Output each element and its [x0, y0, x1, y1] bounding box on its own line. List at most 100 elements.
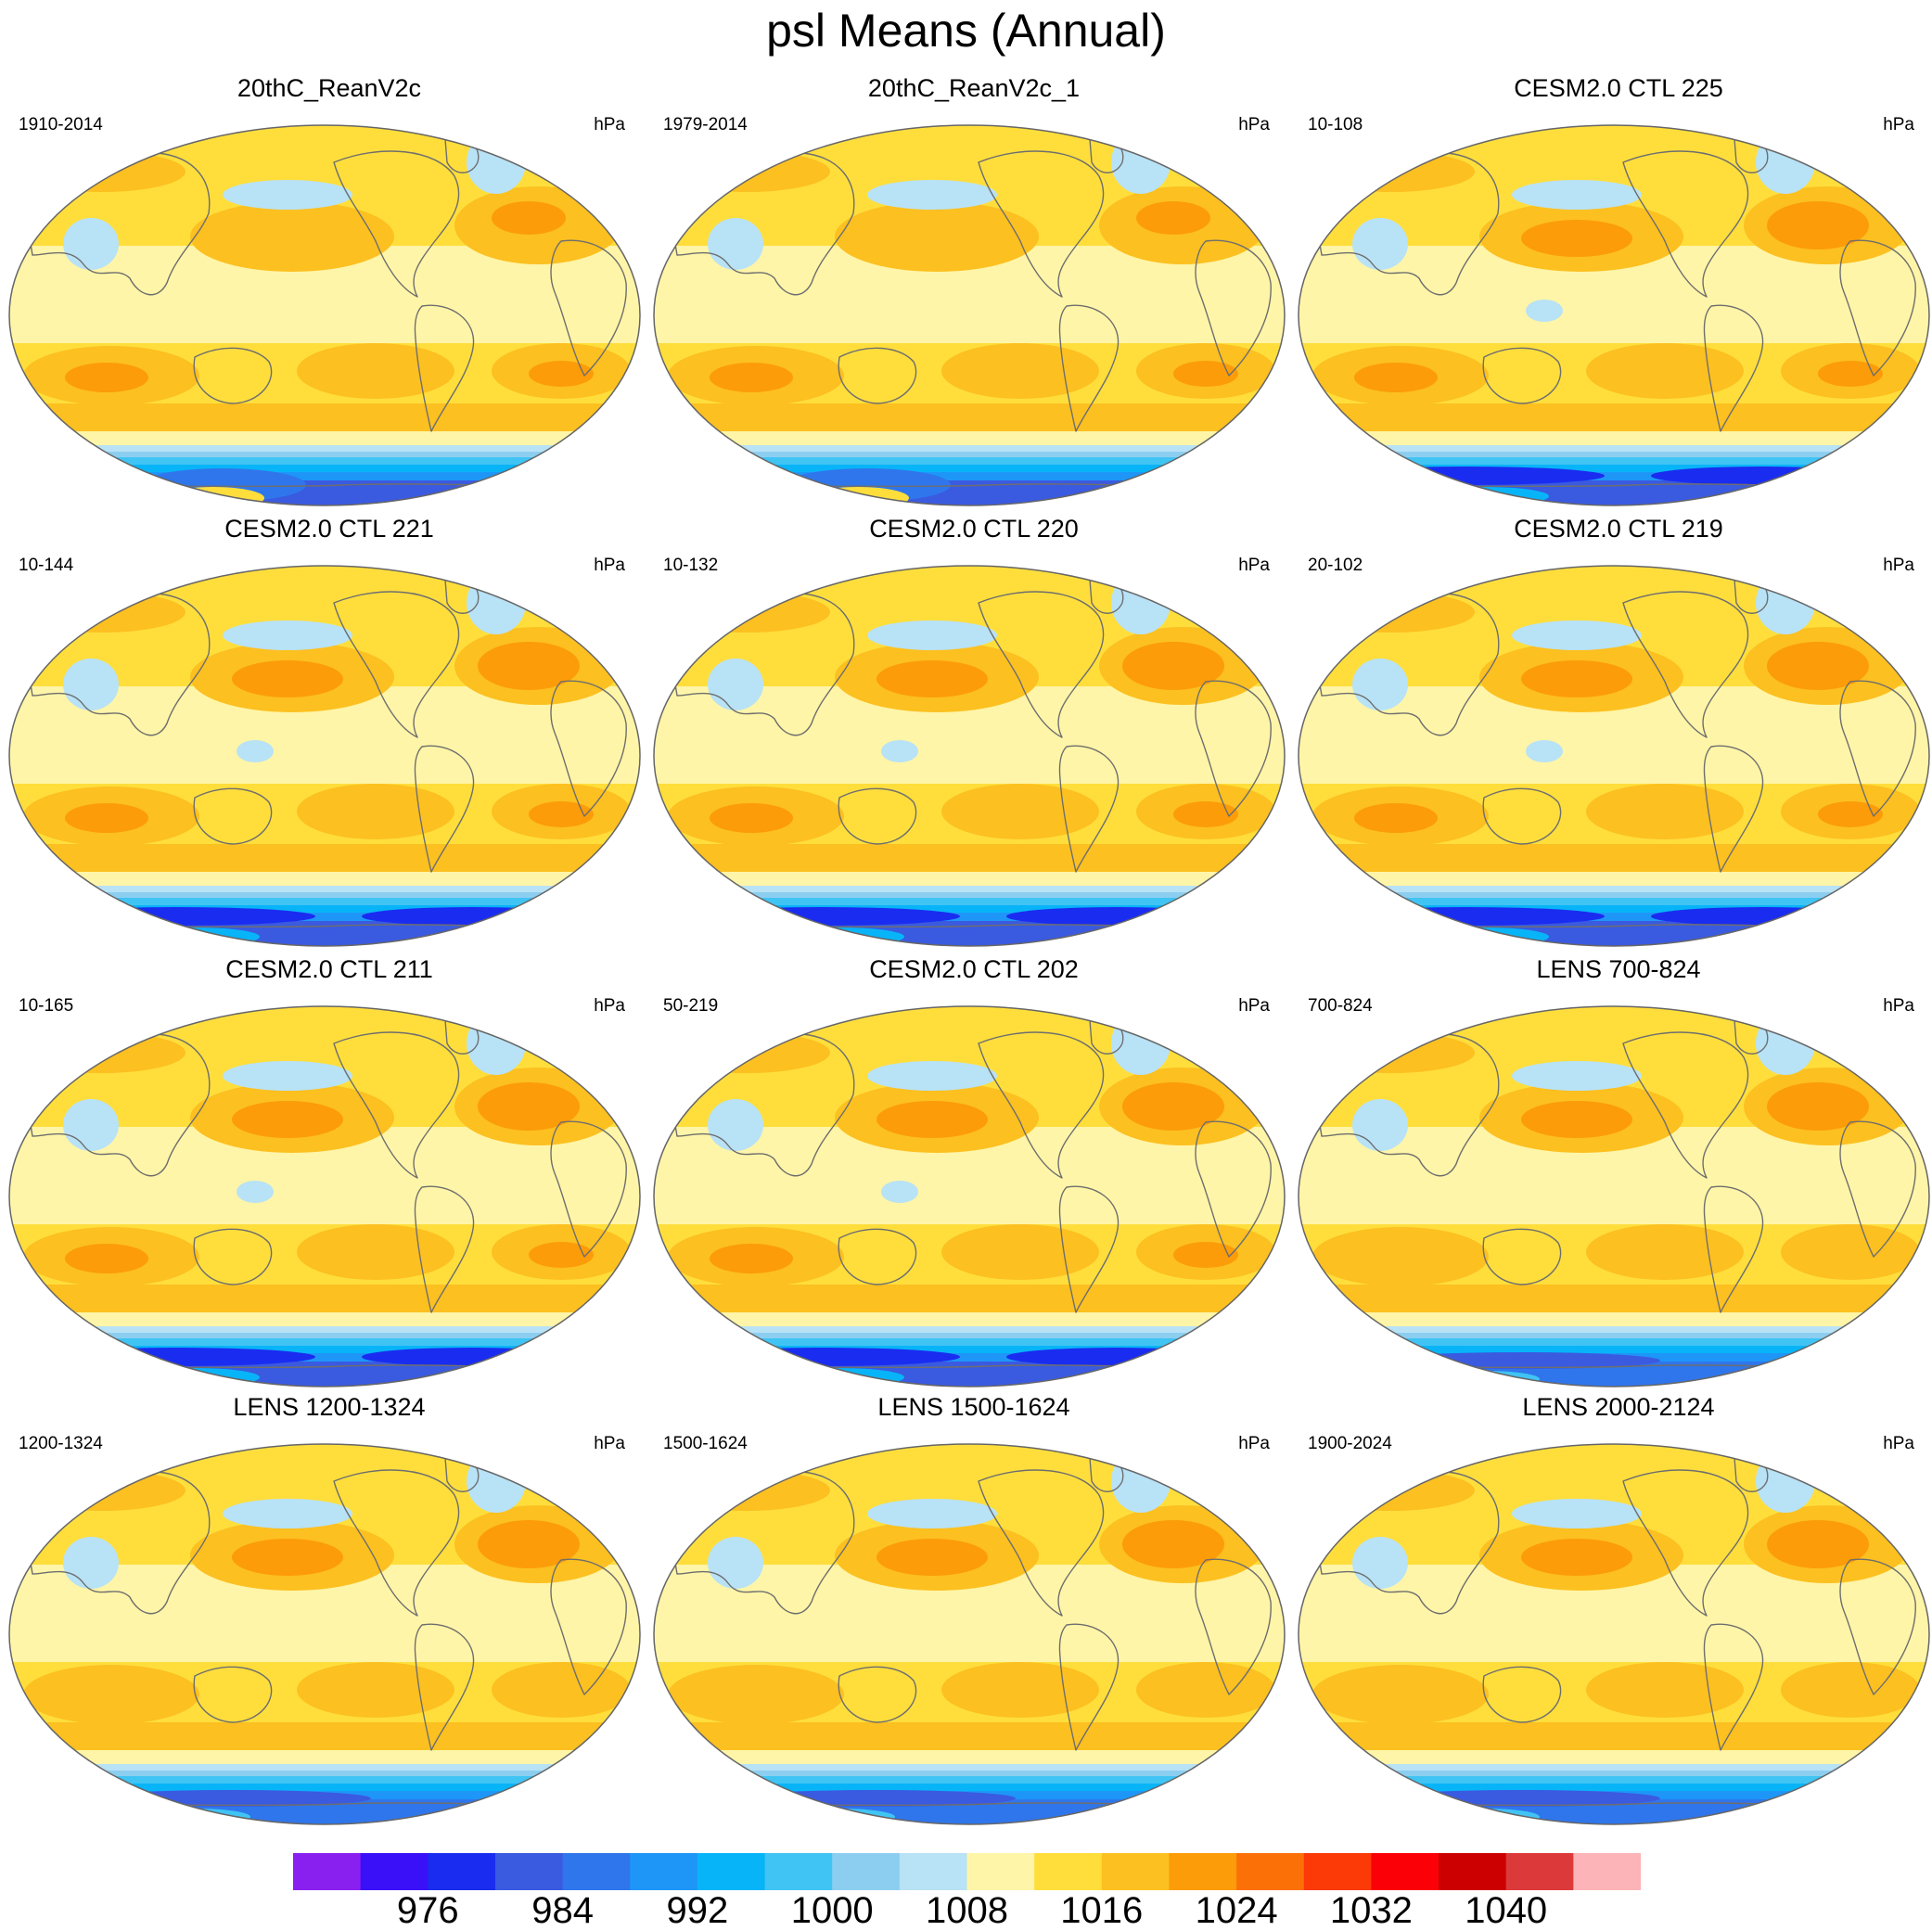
- coastline: [1195, 239, 1272, 377]
- coastline: [333, 1469, 460, 1617]
- figure-title: psl Means (Annual): [766, 5, 1166, 57]
- map-outline: [653, 1005, 1286, 1388]
- lat-band: [654, 403, 1285, 431]
- pacific-high-core: [876, 1539, 988, 1576]
- map-outline: [653, 1443, 1286, 1825]
- antarctic-trough: [1006, 907, 1229, 926]
- antarctic-plateau: [807, 487, 909, 505]
- map-field: [654, 1006, 1285, 1387]
- st-helena-high-core: [1173, 801, 1238, 827]
- aleutian-low: [1512, 1061, 1642, 1091]
- lat-band: [1299, 898, 1929, 905]
- colorbar-swatch: [1505, 1853, 1574, 1890]
- monsoon-low: [63, 1537, 119, 1589]
- st-helena-high-core: [1173, 361, 1238, 387]
- antarctic-trough: [139, 468, 306, 502]
- lat-band: [1299, 905, 1929, 913]
- lat-band: [9, 480, 640, 505]
- lat-band: [654, 452, 1285, 457]
- st-helena-high-core: [529, 361, 594, 387]
- map-outline: [8, 124, 641, 506]
- map-panel: LENS 1200-1324 1200-1324 hPa: [8, 1393, 649, 1848]
- coastline: [1839, 239, 1916, 377]
- monsoon-low: [708, 659, 763, 710]
- lat-band: [1299, 844, 1929, 872]
- lat-band: [1299, 1771, 1929, 1776]
- pacific-high-core: [232, 1539, 343, 1576]
- azores-high-core: [492, 201, 566, 235]
- warm-pool-low: [1526, 300, 1563, 322]
- lat-band: [654, 457, 1285, 465]
- se-pacific-high: [941, 343, 1099, 399]
- indian-ocean-high: [1312, 1227, 1489, 1286]
- map-field: [9, 566, 640, 946]
- coastline: [1482, 1666, 1562, 1723]
- lat-band: [9, 1353, 640, 1362]
- st-helena-high: [492, 1662, 631, 1718]
- monsoon-low: [1352, 1537, 1408, 1589]
- azores-high-core: [1767, 1082, 1869, 1131]
- lat-band: [9, 1312, 640, 1326]
- lat-band: [9, 1764, 640, 1771]
- lat-band: [1299, 1333, 1929, 1338]
- colorbar-swatch: [293, 1853, 362, 1890]
- warm-pool-low: [881, 1181, 918, 1203]
- icelandic-low: [1111, 1450, 1171, 1513]
- lat-band: [654, 1750, 1285, 1764]
- pacific-high-core: [876, 1101, 988, 1138]
- pacific-high-core: [1521, 660, 1632, 697]
- lat-band: [654, 921, 1285, 946]
- map-field: [9, 1006, 640, 1387]
- coastline: [550, 1120, 627, 1258]
- monsoon-low: [63, 218, 119, 270]
- lat-band: [9, 1625, 640, 1662]
- azores-high-core: [1767, 1520, 1869, 1568]
- coastline: [838, 1666, 917, 1723]
- lat-band: [654, 892, 1285, 898]
- antarctic-trough: [37, 1348, 315, 1366]
- colorbar-tick-label: 1040: [1465, 1890, 1548, 1931]
- azores-high-core: [1122, 1082, 1224, 1131]
- antarctic-trough: [1326, 907, 1605, 926]
- map-plot: [653, 124, 1286, 506]
- lat-band: [1299, 472, 1929, 480]
- icelandic-low: [467, 1450, 526, 1513]
- lat-band: [9, 403, 640, 431]
- icelandic-low: [1111, 131, 1171, 194]
- coastline: [1482, 787, 1562, 845]
- lat-band: [9, 452, 640, 457]
- map-panel: CESM2.0 CTL 202 50-219 hPa: [653, 955, 1294, 1410]
- panel-title: 20thC_ReanV2c: [237, 74, 422, 102]
- indian-ocean-high-core: [1354, 803, 1438, 833]
- panel-units: hPa: [1238, 115, 1270, 134]
- antarctic-trough: [682, 907, 960, 926]
- se-pacific-high: [941, 1224, 1099, 1280]
- coastline: [1058, 1623, 1120, 1751]
- coastline: [978, 1031, 1105, 1179]
- coastline: [1703, 1623, 1764, 1751]
- lat-band: [654, 1312, 1285, 1326]
- colorbar-swatch: [1236, 1853, 1305, 1890]
- coastline: [550, 239, 627, 377]
- colorbar-swatch: [966, 1853, 1035, 1890]
- lat-band: [9, 905, 640, 913]
- map-outline: [653, 124, 1286, 506]
- se-pacific-high: [297, 1662, 454, 1718]
- map-panel: LENS 1500-1624 1500-1624 hPa: [653, 1393, 1294, 1848]
- lat-band: [9, 306, 640, 343]
- map-field: [654, 566, 1285, 946]
- lat-band: [654, 431, 1285, 445]
- pacific-high-core: [1521, 1539, 1632, 1576]
- panel-years: 1200-1324: [19, 1434, 103, 1453]
- lat-band: [654, 898, 1285, 905]
- panel-units: hPa: [594, 996, 625, 1016]
- coastline: [978, 150, 1105, 298]
- lat-band: [654, 445, 1285, 452]
- panel-units: hPa: [1238, 996, 1270, 1016]
- map-field: [1299, 125, 1929, 505]
- lat-band: [1299, 1312, 1929, 1326]
- monsoon-low: [708, 1099, 763, 1151]
- lat-band: [9, 872, 640, 886]
- map-panel: LENS 700-824 700-824 hPa: [1298, 955, 1932, 1410]
- aleutian-low: [223, 620, 352, 650]
